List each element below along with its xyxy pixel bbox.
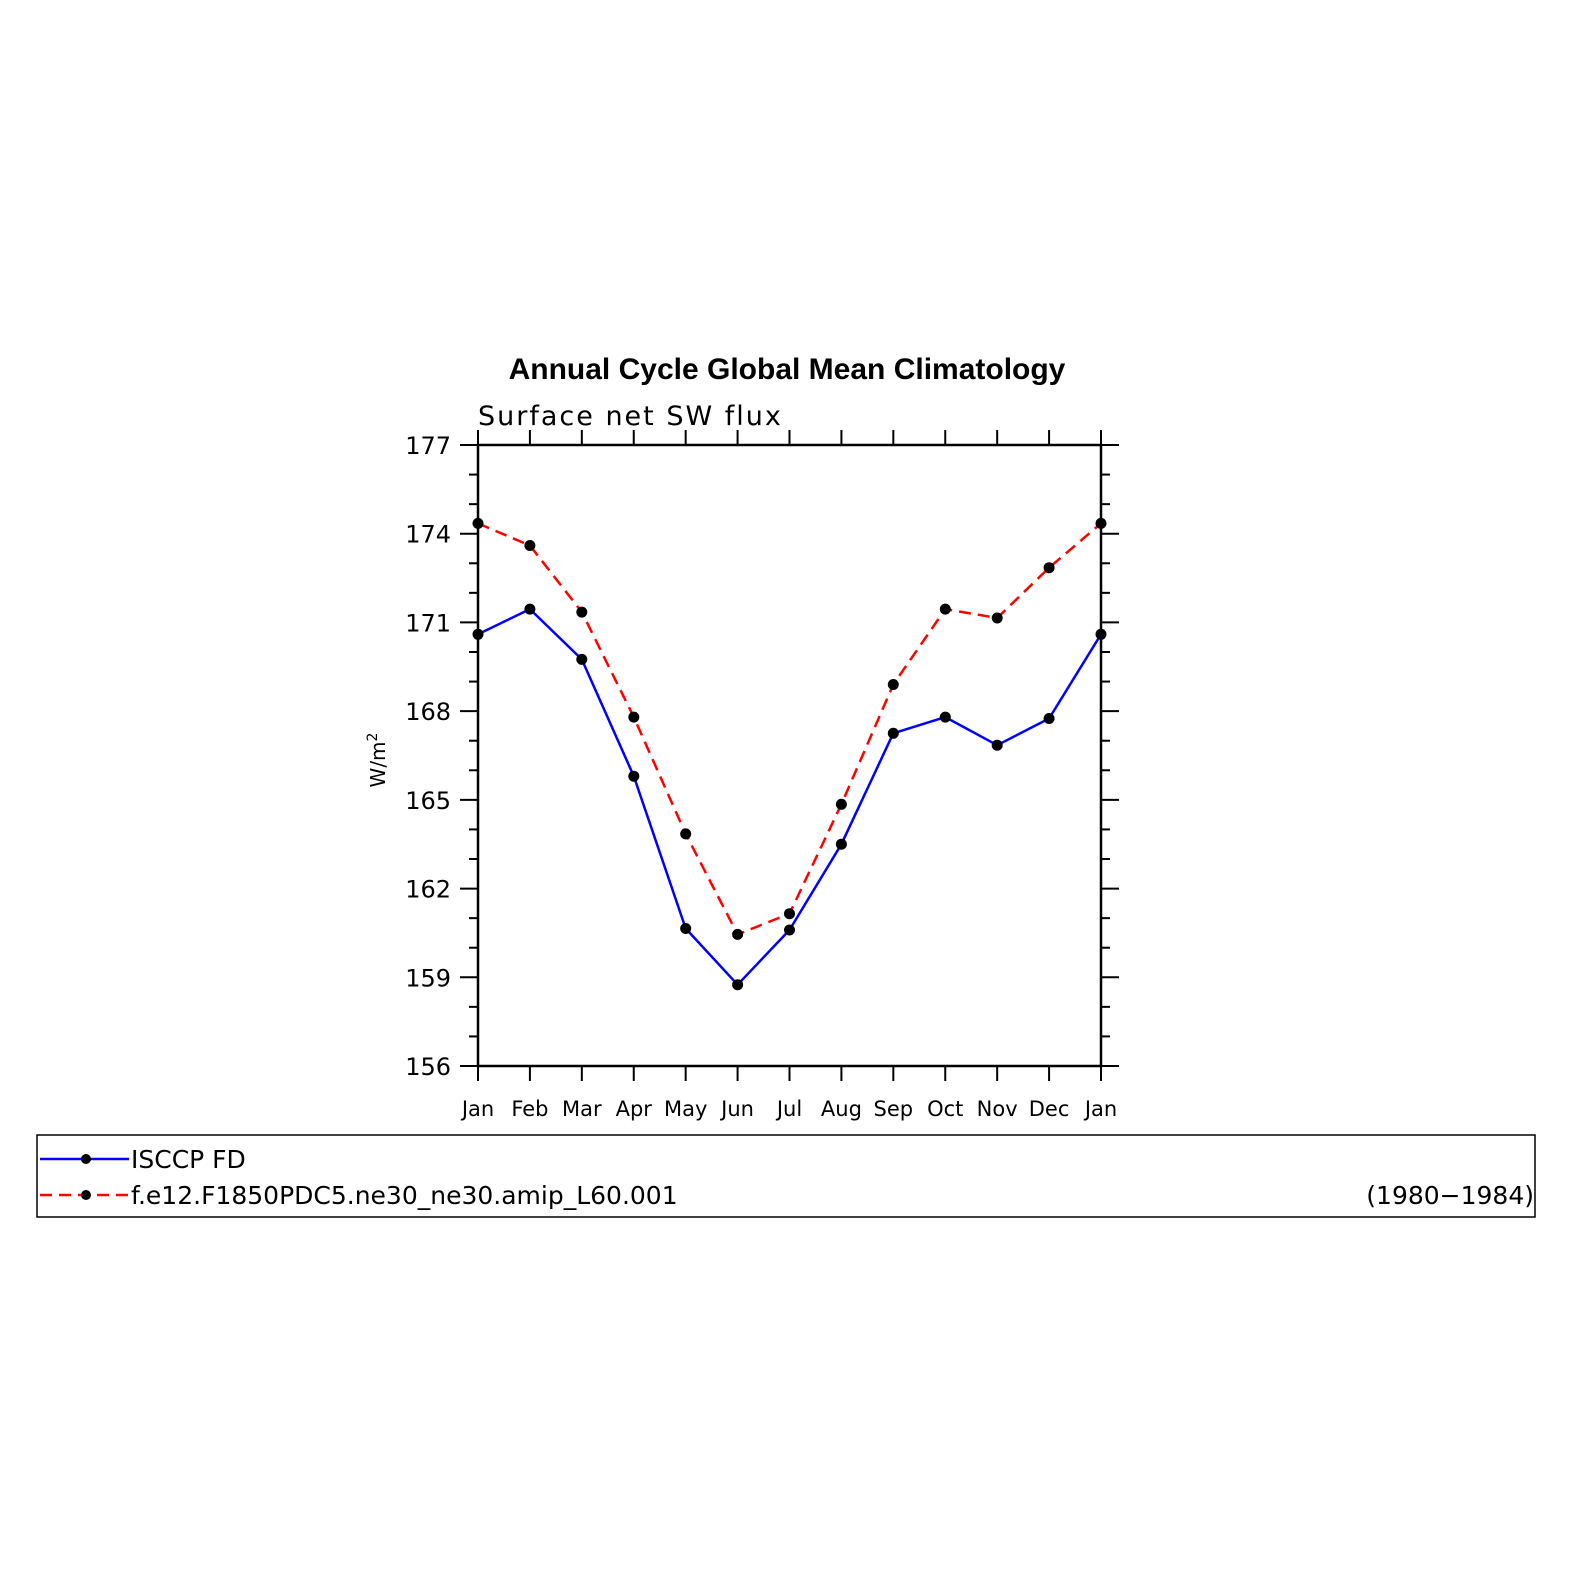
x-tick-label: Sep: [874, 1097, 914, 1121]
legend-box: [36, 1134, 1536, 1218]
series-1-point: [991, 612, 1003, 624]
plot-border: [476, 443, 1103, 1068]
y-axis-label-superscript: 2: [365, 733, 381, 742]
legend-label-model: f.e12.F1850PDC5.ne30_ne30.amip_L60.001: [131, 1181, 678, 1210]
x-tick-label: Mar: [562, 1097, 602, 1121]
y-tick-label: 171: [405, 609, 451, 637]
series-0-point: [576, 653, 588, 665]
series-1-point: [576, 606, 588, 618]
series-1-point: [732, 928, 744, 940]
series-line-1: [477, 522, 1102, 936]
series-0-point: [680, 923, 692, 934]
series-0-point: [1095, 628, 1107, 640]
x-axis: Jan Feb Mar Apr May Jun Jul Aug Sep Oct Nov Dec Jan: [460, 430, 1117, 1121]
legend-marker-model: [81, 1190, 91, 1200]
x-tick-label: Dec: [1029, 1097, 1070, 1121]
legend-years-note: (1980−1984): [1366, 1181, 1534, 1210]
series-1-point: [887, 679, 899, 690]
x-tick-label: Feb: [511, 1097, 548, 1121]
legend: ISCCP FD f.e12.F1850PDC5.ne30_ne30.amip_…: [36, 1134, 1536, 1218]
y-tick-label: 162: [405, 876, 451, 904]
y-tick-label: 165: [405, 787, 451, 815]
series-1-point: [680, 828, 692, 840]
series-1-point: [628, 711, 640, 723]
legend-marker-isccp: [81, 1154, 91, 1164]
series-1-point: [784, 908, 795, 920]
series-1-point: [939, 603, 951, 615]
chart-subtitle: Surface net SW flux: [478, 401, 783, 432]
x-tick-label: Apr: [616, 1097, 653, 1121]
x-tick-label: Nov: [977, 1097, 1018, 1121]
y-axis: 156 159 162 165 168 171 174 177: [405, 432, 1119, 1081]
x-tick-label: Jul: [775, 1097, 802, 1121]
series-0-point: [732, 979, 744, 991]
series-0-point: [835, 838, 847, 850]
plot-frame: [476, 443, 1103, 1068]
y-tick-label: 168: [405, 698, 451, 726]
y-axis-label: W/m2: [365, 733, 390, 788]
series-1-point: [835, 798, 847, 810]
series-0-point: [784, 924, 795, 936]
series-0-point: [939, 711, 951, 723]
x-tick-label: Jan: [460, 1097, 494, 1121]
series-0-point: [1043, 713, 1055, 724]
x-tick-label: Aug: [821, 1097, 862, 1121]
series-0-point: [628, 770, 640, 782]
x-tick-label: Jun: [719, 1097, 754, 1121]
y-tick-label: 159: [405, 964, 451, 992]
series-1-point: [1043, 562, 1055, 574]
series-0-point: [472, 628, 484, 640]
series-0-point: [524, 603, 536, 615]
series-1-point: [524, 540, 536, 551]
series-1-point: [472, 517, 484, 529]
series-layer: [472, 517, 1107, 991]
y-axis-label-unit: W/m: [366, 741, 390, 787]
y-tick-label: 174: [405, 521, 451, 549]
y-tick-label: 156: [405, 1053, 451, 1081]
y-tick-label: 177: [405, 432, 451, 460]
x-tick-label: May: [664, 1097, 707, 1121]
x-tick-label: Oct: [927, 1097, 963, 1121]
legend-label-isccp: ISCCP FD: [131, 1145, 246, 1174]
series-0-point: [991, 739, 1003, 751]
x-tick-label: Jan: [1083, 1097, 1117, 1121]
chart-title: Annual Cycle Global Mean Climatology: [509, 353, 1066, 386]
series-1-point: [1095, 517, 1107, 529]
series-0-point: [887, 727, 899, 739]
